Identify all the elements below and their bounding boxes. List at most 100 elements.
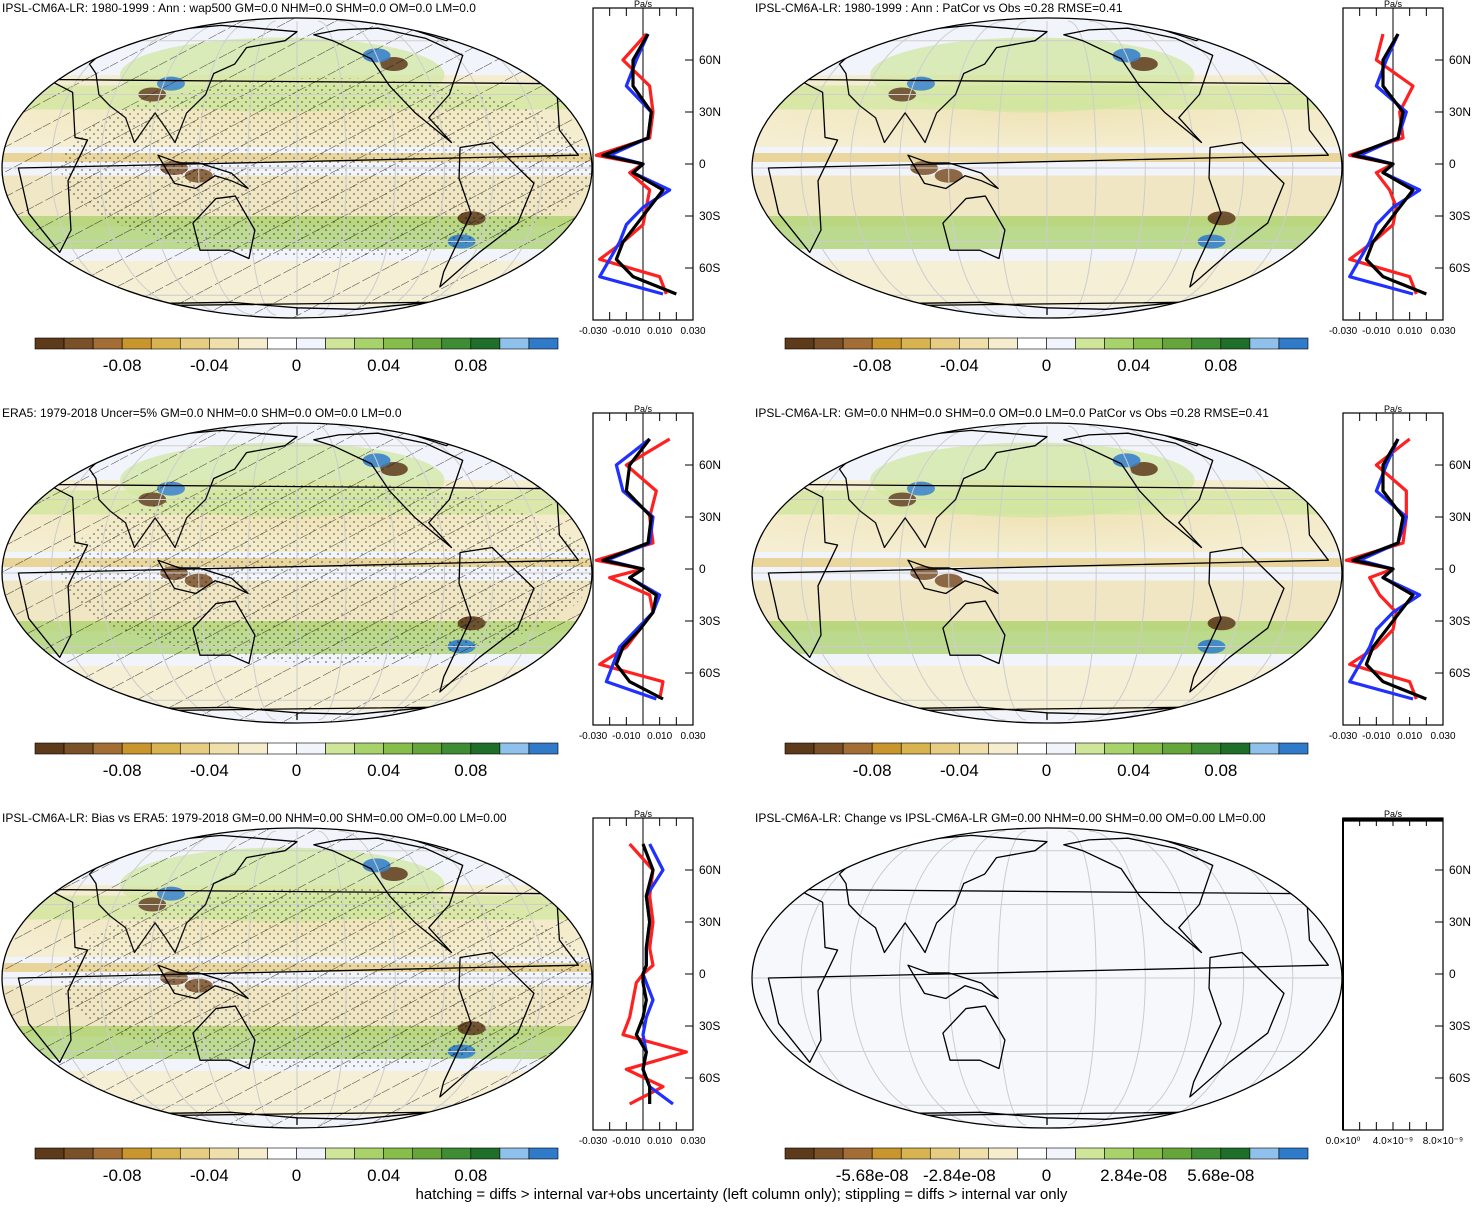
colorbar-label: 0.08 bbox=[454, 1166, 487, 1185]
graticule-meridian bbox=[1130, 425, 1245, 721]
colorbar-box bbox=[325, 337, 355, 350]
colorbar-box bbox=[988, 1147, 1018, 1160]
colorbar-box bbox=[1133, 742, 1164, 755]
colorbar-box bbox=[354, 337, 384, 350]
graticule-meridian bbox=[198, 425, 256, 721]
graticule-meridian bbox=[997, 830, 1027, 1126]
colorbar-label: -2.84e-08 bbox=[923, 1166, 996, 1185]
colorbar-box bbox=[1046, 742, 1076, 755]
profile-lat-label: 60S bbox=[699, 261, 720, 275]
colorbar-label: 0 bbox=[1042, 761, 1051, 780]
orographic-feature bbox=[1129, 57, 1158, 72]
profile-series-line bbox=[594, 437, 671, 700]
colorbar-box bbox=[784, 742, 815, 755]
colorbar-box bbox=[92, 742, 123, 755]
profile-lat-label: 30N bbox=[1449, 915, 1471, 929]
colorbar-label: 0.08 bbox=[1204, 761, 1237, 780]
colorbar-box bbox=[1046, 1147, 1076, 1160]
coastline-indonesia bbox=[907, 964, 999, 1000]
profile-x-tick-label: -0.030 bbox=[579, 1136, 608, 1147]
colorbar-box bbox=[150, 1147, 181, 1160]
profile-lat-label: 30N bbox=[699, 510, 721, 524]
graticule-meridian bbox=[997, 20, 1027, 316]
colorbar-box bbox=[470, 742, 501, 755]
colorbar-box bbox=[34, 337, 65, 350]
colorbar-box bbox=[813, 337, 844, 350]
colorbar-label: 0.04 bbox=[1117, 761, 1150, 780]
graticule-meridian bbox=[338, 425, 396, 721]
colorbar-label: 0.08 bbox=[454, 356, 487, 375]
graticule-meridian bbox=[338, 830, 396, 1126]
colorbar-box bbox=[470, 337, 501, 350]
colorbar-box bbox=[34, 1147, 65, 1160]
profile-lat-label: 60N bbox=[699, 53, 721, 67]
colorbar-box bbox=[1249, 742, 1280, 755]
profile-series-line bbox=[1351, 33, 1427, 296]
colorbar-box bbox=[354, 742, 384, 755]
profile-x-tick-label: 0.030 bbox=[680, 731, 705, 742]
coastline-samerica bbox=[1189, 951, 1285, 1098]
colorbar-label: 0 bbox=[292, 761, 301, 780]
panel-4: IPSL-CM6A-LR: GM=0.0 NHM=0.0 SHM=0.0 OM=… bbox=[751, 404, 1471, 780]
colorbar-box bbox=[150, 337, 181, 350]
profile-x-tick-label: -0.010 bbox=[612, 326, 641, 337]
graticule-meridian bbox=[148, 425, 235, 721]
colorbar-box bbox=[296, 742, 326, 755]
profile-lat-label: 60N bbox=[699, 458, 721, 472]
coastline-namerica bbox=[313, 837, 464, 954]
colorbar-box bbox=[238, 1147, 268, 1160]
colorbar-box bbox=[1220, 1147, 1251, 1160]
graticule-meridian bbox=[898, 20, 985, 316]
profile-x-tick-label: 0.010 bbox=[647, 326, 672, 337]
figure-footnote: hatching = diffs > internal var+obs unce… bbox=[415, 1186, 1068, 1203]
map-border bbox=[1, 827, 593, 1129]
colorbar-box bbox=[1220, 337, 1251, 350]
colorbar-box bbox=[121, 1147, 152, 1160]
colorbar-box bbox=[1017, 337, 1047, 350]
colorbar-box bbox=[325, 742, 355, 755]
profile-series-line bbox=[1344, 437, 1418, 700]
profile-units: Pa/s bbox=[634, 809, 653, 819]
graticule-meridian bbox=[1088, 830, 1146, 1126]
profile-units: Pa/s bbox=[634, 0, 653, 9]
graticule-meridian bbox=[247, 425, 277, 721]
graticule-meridian bbox=[359, 20, 446, 316]
colorbar-box bbox=[441, 1147, 472, 1160]
profile-x-tick-label: 0.010 bbox=[1397, 731, 1422, 742]
panel-5: IPSL-CM6A-LR: Bias vs ERA5: 1979-2018 GM… bbox=[1, 809, 721, 1185]
coastline-asia bbox=[838, 834, 1048, 954]
colorbar-box bbox=[1104, 337, 1134, 350]
graticule-meridian bbox=[99, 425, 214, 721]
coastline-indonesia bbox=[907, 154, 999, 190]
profile-series-line bbox=[594, 32, 668, 295]
colorbar-box bbox=[238, 337, 268, 350]
colorbar-box bbox=[1191, 337, 1222, 350]
colorbar-box bbox=[1249, 337, 1280, 350]
colorbar-box bbox=[784, 1147, 815, 1160]
colorbar-box bbox=[1046, 337, 1076, 350]
orographic-feature bbox=[1129, 462, 1158, 477]
colorbar-box bbox=[92, 337, 123, 350]
colorbar-box bbox=[354, 1147, 384, 1160]
colorbar-box bbox=[959, 337, 989, 350]
colorbar-box bbox=[470, 1147, 501, 1160]
colorbar-box bbox=[528, 1147, 559, 1160]
graticule-meridian bbox=[1088, 425, 1146, 721]
map-border bbox=[751, 17, 1343, 319]
colorbar-box bbox=[238, 742, 268, 755]
map-field bbox=[2, 18, 592, 318]
colorbar-box bbox=[929, 742, 960, 755]
profile-units: Pa/s bbox=[1384, 404, 1403, 414]
graticule-meridian bbox=[338, 20, 396, 316]
colorbar-box bbox=[1162, 337, 1193, 350]
profile-series-line bbox=[1348, 33, 1418, 295]
colorbar-box bbox=[150, 742, 181, 755]
coastline-asia bbox=[838, 429, 1048, 549]
colorbar-box bbox=[1075, 1147, 1105, 1160]
colorbar-box bbox=[842, 337, 873, 350]
colorbar-box bbox=[383, 742, 414, 755]
colorbar-box bbox=[209, 1147, 239, 1160]
graticule-meridian bbox=[948, 425, 1006, 721]
colorbar-box bbox=[383, 1147, 414, 1160]
